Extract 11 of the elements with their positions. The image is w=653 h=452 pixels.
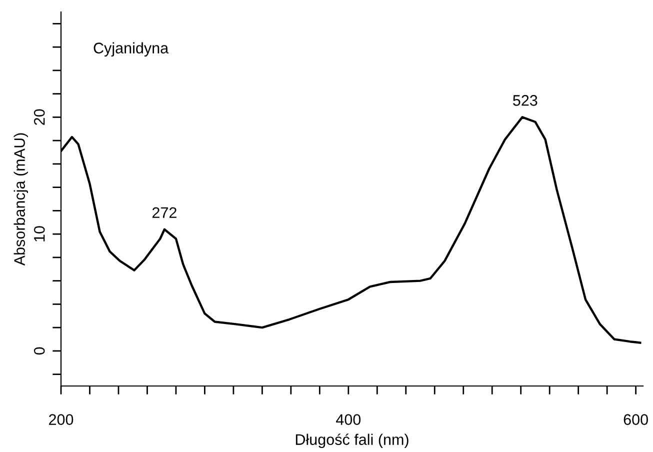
y-tick-label: 0 bbox=[34, 347, 45, 355]
y-axis-title: Absorbancja (mAU) bbox=[14, 133, 28, 266]
x-tick-label: 200 bbox=[49, 414, 74, 425]
y-tick-label: 20 bbox=[34, 109, 45, 125]
annotation: 523 bbox=[513, 95, 538, 106]
x-tick-label: 400 bbox=[336, 414, 361, 425]
x-tick-label: 600 bbox=[624, 414, 648, 425]
y-tick-label: 10 bbox=[34, 226, 45, 242]
annotation: 272 bbox=[152, 207, 176, 218]
annotation: Cyjanidyna bbox=[94, 42, 169, 57]
x-axis-title: Długość fali (nm) bbox=[296, 434, 408, 448]
